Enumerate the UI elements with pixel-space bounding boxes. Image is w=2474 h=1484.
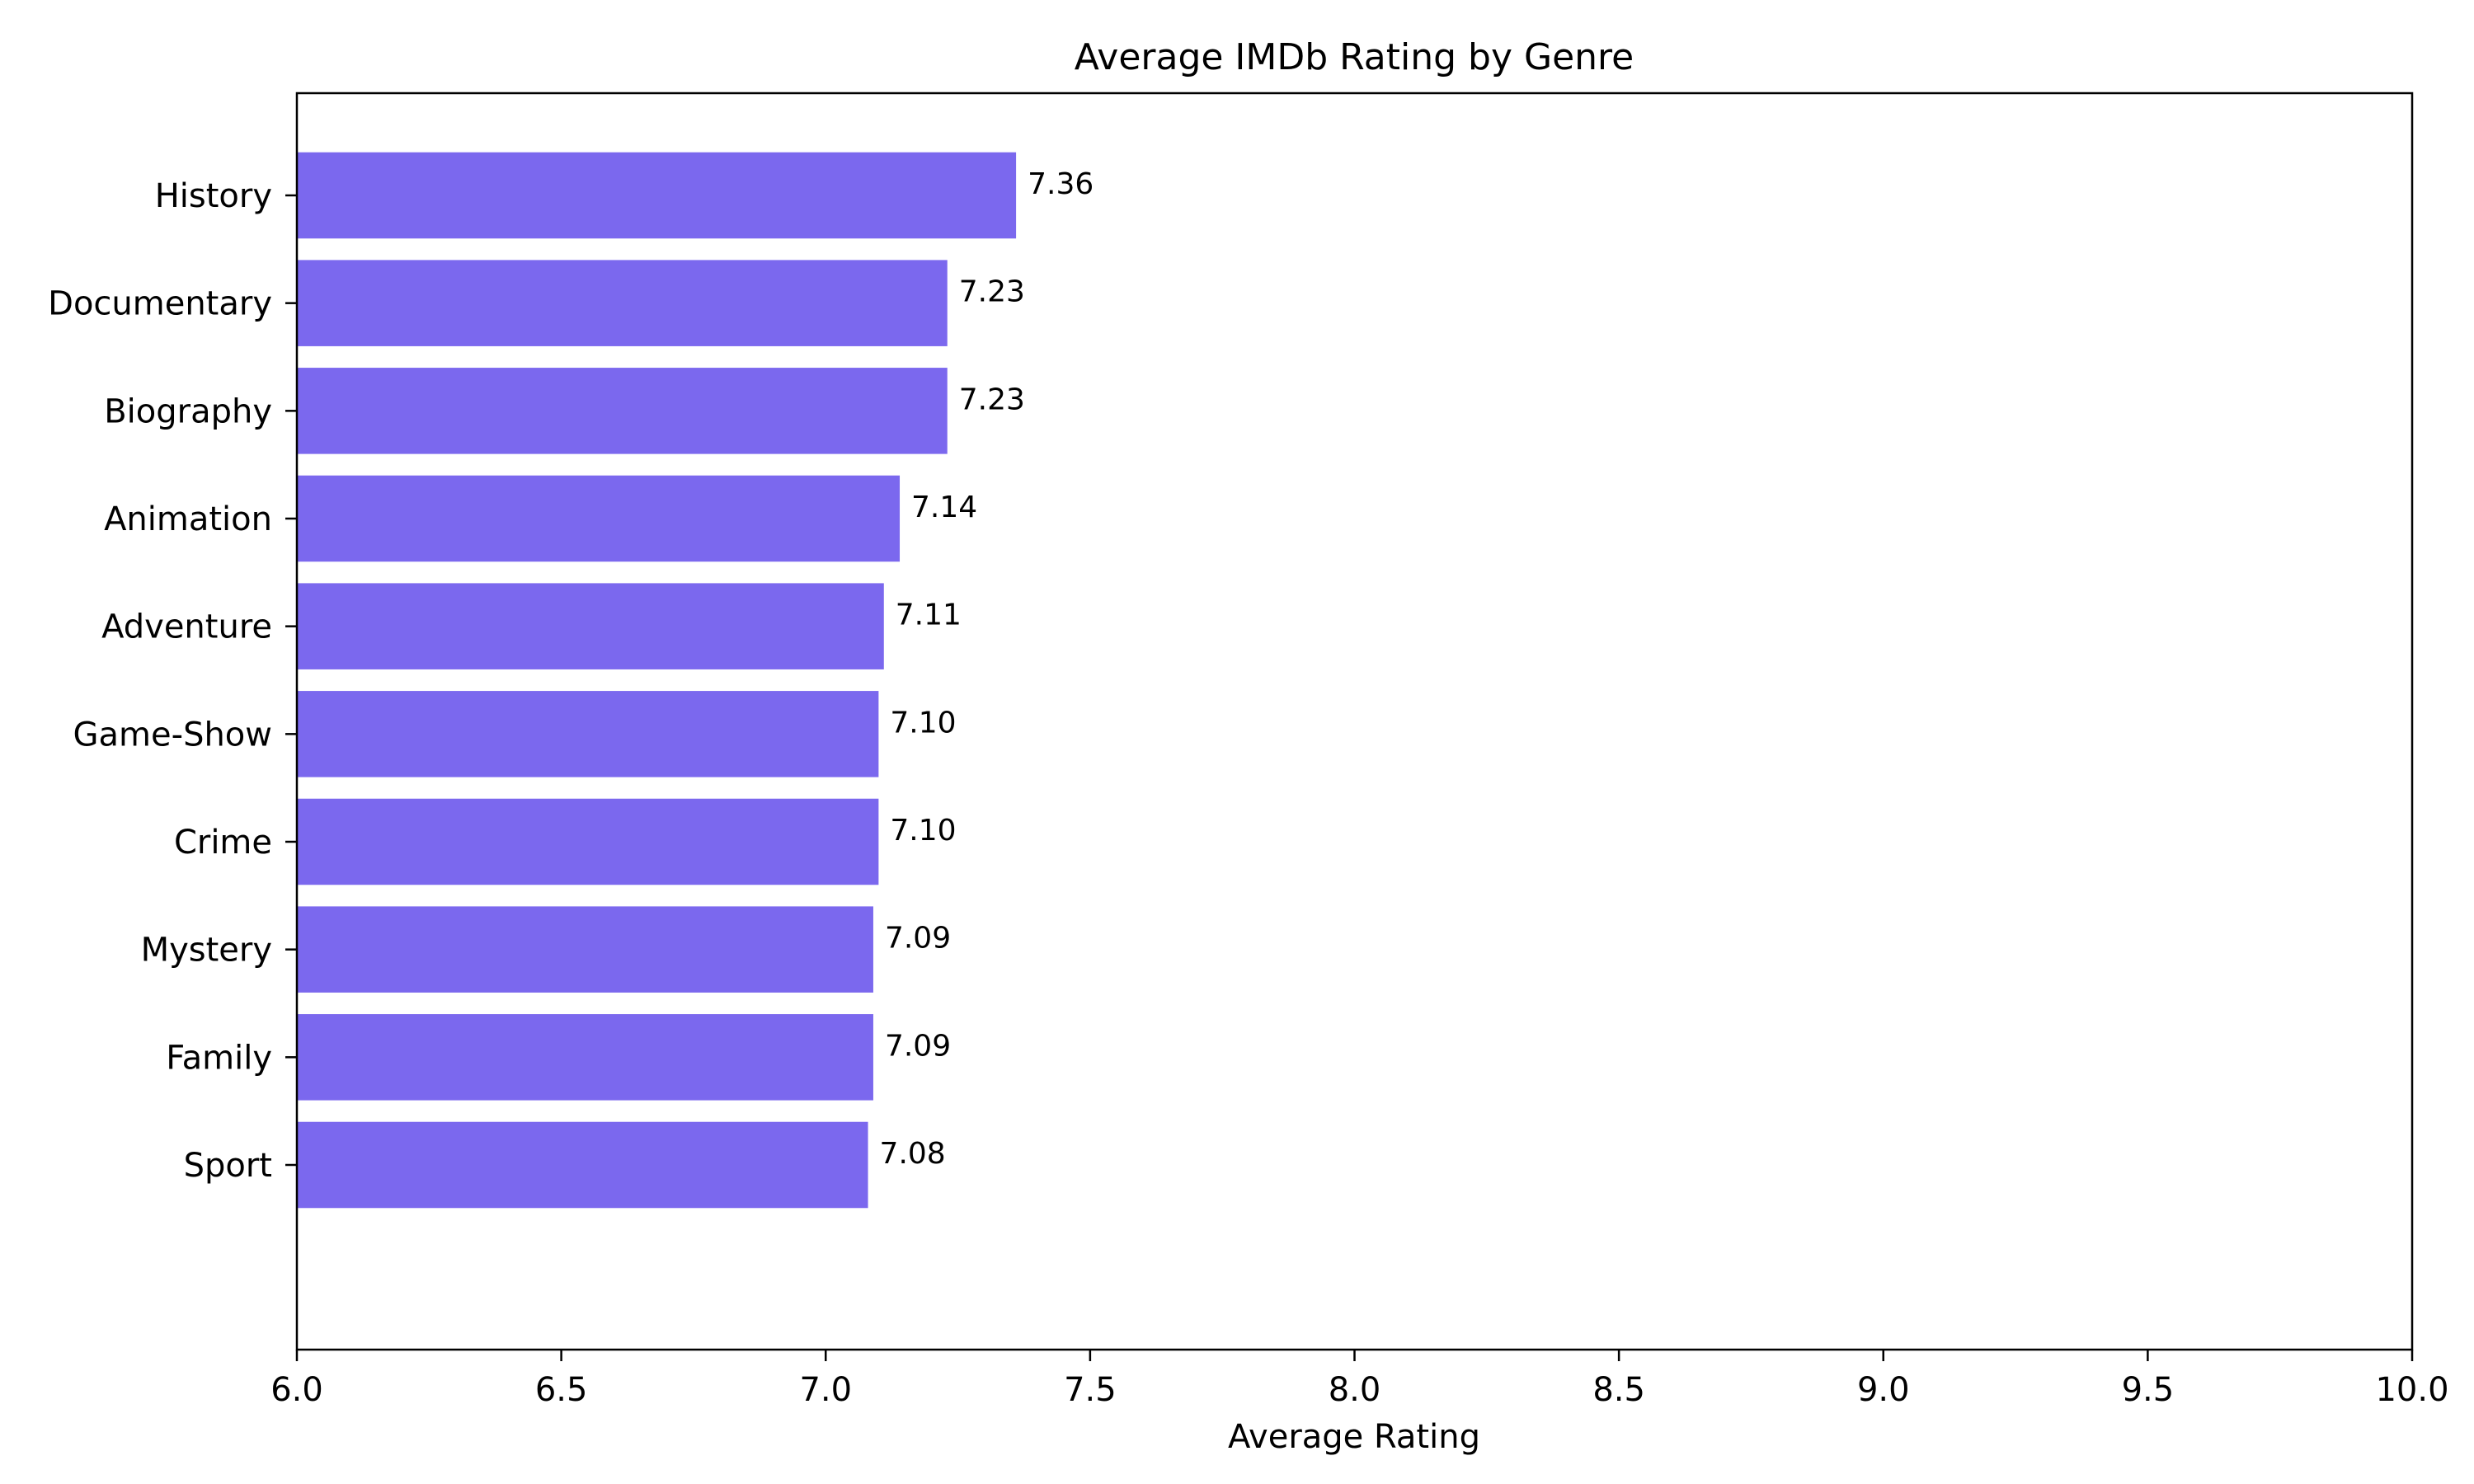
x-tick-label: 7.5: [1064, 1371, 1117, 1409]
x-axis: 6.0 6.5 7.0 7.5 8.0 8.5 9.0 9.5 10.0: [270, 1350, 2449, 1409]
data-label-adventure: 7.11: [896, 599, 962, 632]
y-tick-label-adventure: Adventure: [101, 608, 272, 646]
bar-biography: [297, 368, 948, 454]
data-label-biography: 7.23: [959, 383, 1025, 416]
y-tick-label-history: History: [155, 177, 272, 215]
data-label-game-show: 7.10: [890, 706, 956, 740]
x-tick-label: 6.0: [270, 1371, 323, 1409]
bar-documentary: [297, 260, 948, 346]
y-tick-label-biography: Biography: [104, 392, 272, 430]
bar-sport: [297, 1121, 868, 1209]
data-label-animation: 7.14: [911, 491, 977, 524]
bar-crime: [297, 798, 879, 885]
data-label-family: 7.09: [885, 1029, 951, 1063]
data-label-sport: 7.08: [880, 1137, 946, 1171]
x-tick-label: 9.0: [1857, 1371, 1910, 1409]
data-label-documentary: 7.23: [959, 275, 1025, 309]
bar-game-show: [297, 691, 879, 777]
y-tick-label-sport: Sport: [184, 1147, 272, 1185]
x-tick-label: 10.0: [2375, 1371, 2448, 1409]
data-label-history: 7.36: [1028, 167, 1094, 201]
y-tick-label-family: Family: [166, 1039, 272, 1077]
bar-history: [297, 152, 1017, 239]
y-axis: History Documentary Biography Animation Adve…: [48, 177, 297, 1185]
x-axis-label: Average Rating: [1228, 1418, 1480, 1456]
x-tick-label: 8.5: [1592, 1371, 1645, 1409]
x-tick-label: 7.0: [799, 1371, 852, 1409]
y-tick-label-animation: Animation: [104, 500, 272, 538]
x-tick-label: 6.5: [535, 1371, 588, 1409]
y-tick-label-documentary: Documentary: [48, 285, 272, 323]
bar-adventure: [297, 583, 884, 669]
data-label-crime: 7.10: [890, 814, 956, 848]
plot-frame: [295, 92, 2414, 1351]
x-tick-label: 9.5: [2122, 1371, 2175, 1409]
bar-animation: [297, 475, 901, 562]
bars-layer: [297, 152, 1017, 1209]
data-label-mystery: 7.09: [885, 922, 951, 956]
y-tick-label-crime: Crime: [174, 824, 272, 862]
chart-title: Average IMDb Rating by Genre: [1075, 36, 1634, 78]
y-tick-label-mystery: Mystery: [141, 932, 272, 970]
y-tick-label-game-show: Game-Show: [73, 716, 272, 754]
data-labels-layer: 7.36 7.23 7.23 7.14 7.11 7.10 7.10 7.09 7.09 7.08: [880, 167, 1094, 1171]
bar-family: [297, 1014, 873, 1101]
bar-mystery: [297, 906, 873, 993]
x-tick-label: 8.0: [1329, 1371, 1381, 1409]
